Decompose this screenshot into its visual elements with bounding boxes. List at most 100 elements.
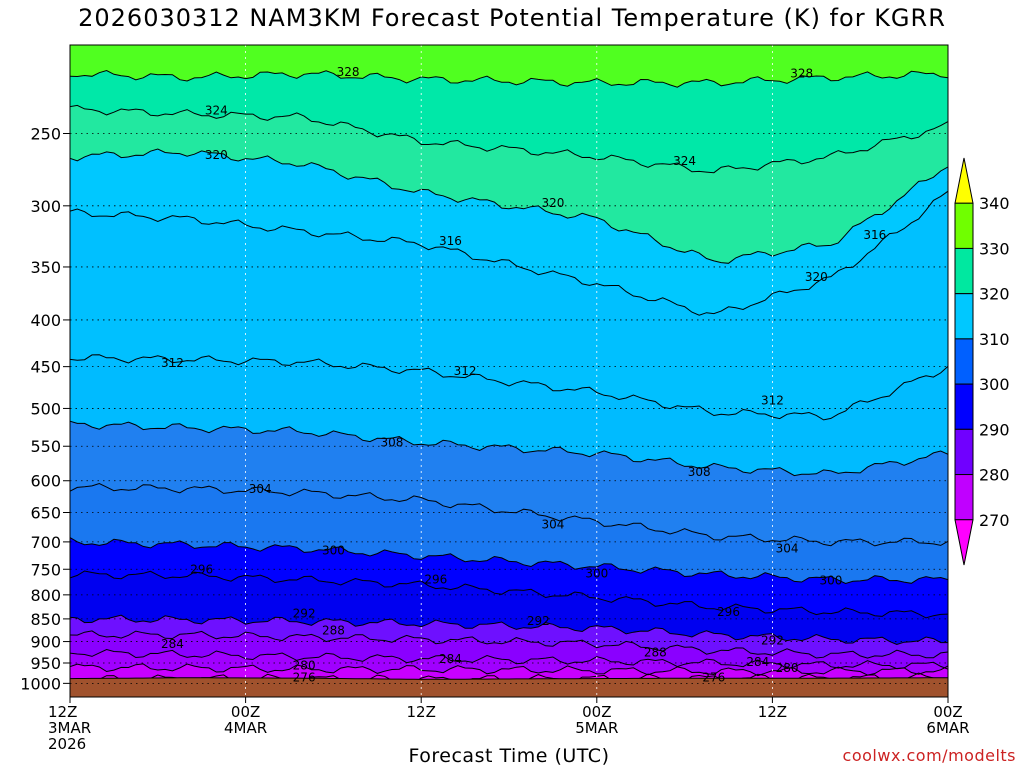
x-tick-label: 5MAR	[575, 719, 618, 737]
contour-label: 296	[190, 562, 213, 576]
contour-label: 328	[790, 67, 813, 81]
isotherm-312	[70, 354, 948, 421]
legend-swatch	[954, 338, 974, 385]
x-tick-label: 00Z	[231, 703, 260, 721]
legend-label: 300	[979, 375, 1010, 394]
contour-label: 320	[541, 196, 564, 210]
contour-label: 276	[293, 670, 316, 684]
y-axis-ticks: 250 300 350 400 450 500 550 600 650 700 750 800 850 9…	[20, 125, 70, 693]
y-tick-label: 850	[30, 610, 61, 629]
contour-label: 304	[776, 542, 799, 556]
x-tick-label: 3MAR	[48, 719, 91, 737]
contour-label: 292	[527, 614, 550, 628]
y-tick-label: 1000	[20, 674, 61, 693]
legend-swatch	[954, 293, 974, 340]
y-tick-label: 450	[30, 358, 61, 377]
legend-swatch	[954, 474, 974, 521]
y-tick-label: 950	[30, 654, 61, 673]
legend-label: 320	[979, 285, 1010, 304]
legend-label: 280	[979, 466, 1010, 485]
y-tick-label: 700	[30, 533, 61, 552]
legend-cap-bottom	[954, 519, 974, 566]
contour-label: 292	[761, 634, 784, 648]
y-tick-label: 900	[30, 633, 61, 652]
contour-label: 284	[746, 655, 769, 669]
contour-label: 280	[776, 661, 799, 675]
contour-labels: 328 328 324 324 320 320 320 316 316 312 312 312 308 3…	[161, 65, 886, 685]
y-tick-label: 350	[30, 258, 61, 277]
grid-lines	[69, 45, 949, 697]
isotherm-328	[70, 69, 948, 88]
legend-label: 270	[979, 511, 1010, 530]
x-tick-label: 12Z	[758, 703, 787, 721]
y-tick-label: 550	[30, 437, 61, 456]
y-tick-label: 400	[30, 311, 61, 330]
x-axis-title: Forecast Time (UTC)	[408, 745, 610, 767]
isotherm-280	[70, 663, 948, 677]
contour-label: 308	[380, 436, 403, 450]
color-legend: 340 330 320 310 300 290 280 270	[954, 157, 1010, 566]
ground	[70, 677, 948, 697]
legend-label: 330	[979, 239, 1010, 258]
contour-label: 288	[322, 623, 345, 637]
contour-label: 312	[454, 364, 477, 378]
contour-label: 300	[585, 566, 608, 580]
isotherm-292	[70, 614, 948, 646]
y-tick-label: 800	[30, 586, 61, 605]
y-tick-label: 650	[30, 503, 61, 522]
y-tick-label: 600	[30, 472, 61, 491]
legend-cap-top	[954, 157, 974, 204]
isotherm-284	[70, 648, 948, 670]
legend-swatch	[954, 202, 974, 249]
legend-swatch	[954, 428, 974, 476]
contour-label: 284	[161, 637, 184, 651]
legend-label: 340	[979, 194, 1010, 213]
plot-frame	[69, 44, 949, 698]
x-tick-label: 2026	[48, 735, 86, 753]
isotherm-300	[70, 537, 948, 585]
contour-label: 316	[863, 228, 886, 242]
plot-area	[70, 45, 948, 697]
legend-label: 310	[979, 330, 1010, 349]
contour-label: 324	[205, 104, 228, 118]
isotherm-288	[70, 630, 948, 659]
contour-label: 320	[805, 270, 828, 284]
isotherm-320	[70, 148, 948, 264]
y-tick-label: 500	[30, 399, 61, 418]
contour-label: 300	[819, 574, 842, 588]
contour-label: 300	[322, 543, 345, 557]
y-tick-label: 300	[30, 197, 61, 216]
contour-label: 304	[541, 518, 564, 532]
isotherm-296	[70, 570, 948, 619]
contour-label: 312	[161, 356, 184, 370]
contour-label: 296	[717, 605, 740, 619]
x-tick-label: 12Z	[407, 703, 436, 721]
y-tick-label: 750	[30, 560, 61, 579]
contour-label: 328	[337, 65, 360, 79]
contour-label: 296	[424, 573, 447, 587]
x-tick-label: 00Z	[582, 703, 611, 721]
contour-label: 288	[644, 645, 667, 659]
contour-label: 292	[293, 606, 316, 620]
contour-label: 320	[205, 148, 228, 162]
contour-label: 304	[249, 482, 272, 496]
x-tick-label: 4MAR	[224, 719, 267, 737]
contour-label: 280	[293, 659, 316, 673]
legend-swatch	[954, 247, 974, 295]
legend-swatch	[954, 383, 974, 430]
x-tick-label: 00Z	[933, 703, 962, 721]
credit-link[interactable]: coolwx.com/modelts	[842, 746, 1016, 765]
contour-label: 284	[439, 652, 462, 666]
x-tick-label: 6MAR	[926, 719, 969, 737]
legend-label: 290	[979, 420, 1010, 439]
y-tick-label: 250	[30, 125, 61, 144]
isotherm-308	[70, 420, 948, 477]
contour-label: 308	[688, 465, 711, 479]
chart-title: 2026030312 NAM3KM Forecast Potential Tem…	[78, 4, 946, 32]
isotherm-324	[70, 104, 948, 174]
isotherm-316	[70, 190, 948, 316]
contour-label: 324	[673, 154, 696, 168]
contour-label: 312	[761, 393, 784, 407]
isotherm-304	[70, 482, 948, 547]
